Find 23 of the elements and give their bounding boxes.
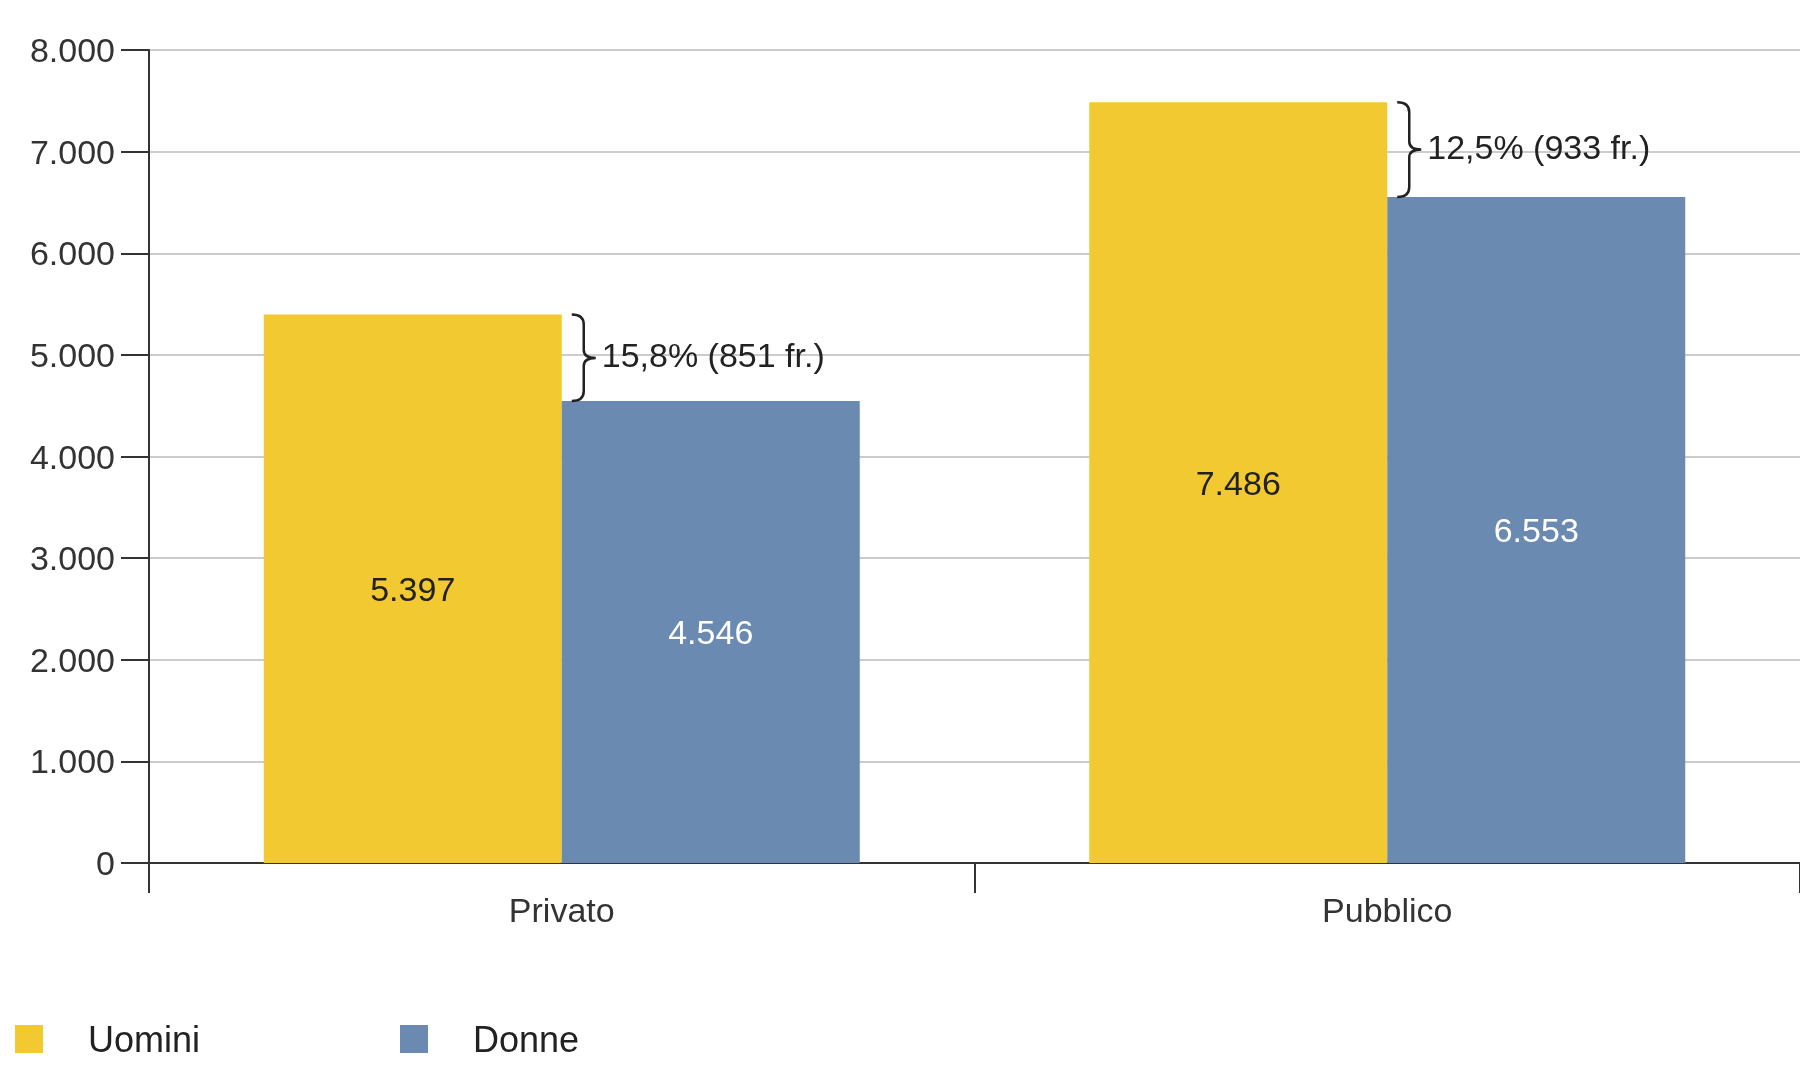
bar	[1089, 102, 1388, 863]
y-tick-label: 6.000	[29, 234, 115, 273]
x-tick-label: Privato	[508, 891, 615, 929]
bar	[561, 401, 860, 863]
data-label: 4.546	[668, 613, 754, 652]
annotation: 12,5% (933 fr.)	[1427, 127, 1651, 166]
annotation: 15,8% (851 fr.)	[601, 335, 825, 374]
bar	[263, 314, 562, 863]
y-tick-label: 2.000	[29, 640, 115, 679]
y-tick-label: 4.000	[29, 437, 115, 476]
bar	[1387, 197, 1686, 863]
legend-label: Uomini	[88, 1018, 201, 1060]
y-tick-label: 0	[96, 844, 115, 882]
legend-label: Donne	[473, 1018, 580, 1060]
y-tick-label: 5.000	[29, 335, 115, 374]
y-tick-label: 3.000	[29, 539, 115, 578]
y-tick-label: 8.000	[29, 31, 115, 69]
y-tick-label: 1.000	[29, 742, 115, 781]
data-label: 6.553	[1493, 511, 1579, 550]
data-label: 7.486	[1195, 463, 1281, 502]
data-label: 5.397	[370, 569, 456, 608]
x-tick-label: Pubblico	[1322, 891, 1453, 929]
y-tick-label: 7.000	[29, 132, 115, 171]
